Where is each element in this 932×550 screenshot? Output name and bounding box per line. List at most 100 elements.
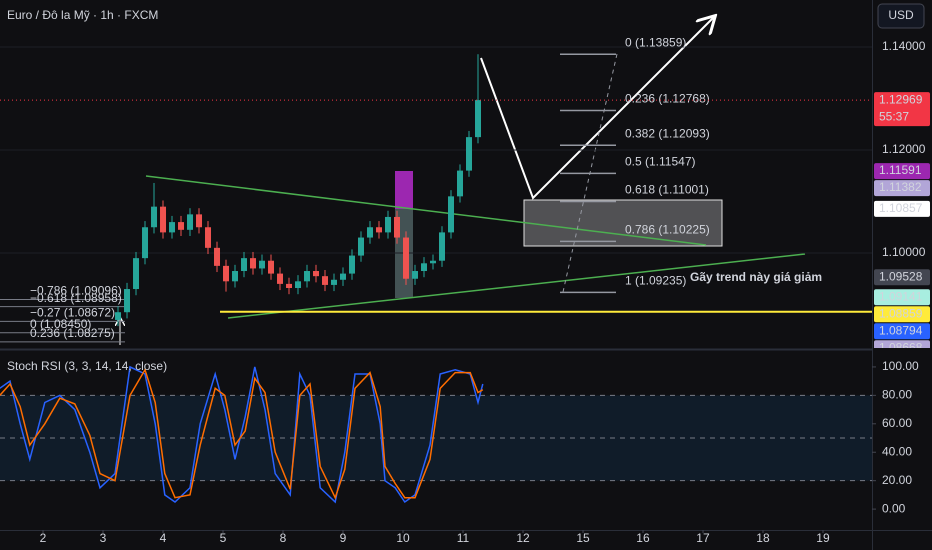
indicator-title: Stoch RSI (3, 3, 14, 14, close) [7, 359, 167, 373]
price-tag-label: 1.09141 [879, 289, 923, 303]
candle-body [394, 216, 401, 238]
y-tick-label: 100.00 [882, 359, 919, 373]
currency[interactable]: USD [888, 8, 914, 22]
x-tick-label: 12 [516, 531, 530, 545]
price-tag [874, 306, 930, 323]
symbol-title: Euro / Đô la Mỹ · 1h · FXCM [7, 8, 158, 22]
price-tag [874, 289, 930, 306]
x-tick-label: 17 [696, 531, 710, 545]
candle-body [331, 279, 338, 285]
fib-label: 0.382 (1.12093) [625, 126, 710, 140]
fib-label: 0 (1.08450) [30, 317, 91, 331]
x-tick-label: 9 [340, 531, 347, 545]
zone-box [523, 199, 723, 247]
candle-body [385, 216, 392, 233]
x-tick-label: 19 [816, 531, 830, 545]
candle-body [286, 283, 293, 289]
x-tick-label: 10 [396, 531, 410, 545]
trend-line [227, 253, 806, 319]
candle-body [187, 214, 194, 230]
x-tick-label: 3 [100, 531, 107, 545]
candle-body [430, 260, 437, 264]
candle-body [250, 258, 257, 269]
y-tick-label: 20.00 [882, 473, 912, 487]
stoch-pane [0, 352, 872, 530]
currency-button[interactable] [877, 3, 925, 29]
candle-body [142, 227, 149, 259]
price-tag [874, 269, 930, 286]
price-tag-label: 1.12969 [879, 92, 923, 106]
price-tag [874, 92, 930, 127]
candle-body [295, 281, 302, 289]
fib-label: 0.786 (1.10225) [625, 223, 710, 237]
y-tick-label: 80.00 [882, 388, 912, 402]
candle-body [322, 276, 329, 285]
candle-body [412, 271, 419, 279]
price-tag-label: 1.10857 [879, 201, 923, 215]
x-tick-label: 16 [636, 531, 650, 545]
price-tag-label: 1.08668 [879, 340, 923, 354]
x-tick-label: 8 [280, 531, 287, 545]
candle-body [124, 289, 131, 313]
candle-body [367, 227, 374, 238]
candle-body [259, 260, 266, 269]
fib-label: 0.236 (1.08275) [30, 326, 115, 340]
fib-label: 0 (1.13859) [625, 35, 686, 49]
price-tag-label: 1.11382 [879, 180, 922, 194]
candle-body [241, 258, 248, 272]
annotation: Gãy trend này giá giảm [690, 270, 822, 284]
fib-label: −0.618 (1.08958) [30, 291, 122, 305]
band-fill [0, 395, 872, 481]
x-tick-label: 15 [576, 531, 590, 545]
candle-body [421, 263, 428, 272]
candle-body [456, 170, 463, 197]
stoch-line [0, 367, 484, 500]
price-tag [874, 163, 930, 180]
candle-body [169, 222, 176, 233]
price-tag-label: 1.08859 [879, 306, 923, 320]
fib-label: 1 (1.09235) [625, 274, 686, 288]
candle-body [115, 312, 122, 320]
candle-body [403, 237, 410, 279]
candle-body [214, 247, 221, 266]
main-pane: 0 (1.13859) 0.236 (1.12768) 0.382 (1.12093… [0, 35, 930, 354]
candle-body [160, 206, 167, 233]
price-tag [874, 340, 930, 348]
price-tag-label: 1.11591 [879, 163, 922, 177]
projection-arrow [480, 17, 714, 200]
price-tag [874, 200, 930, 217]
x-tick-label: 18 [756, 531, 770, 545]
y-tick-label: 60.00 [882, 416, 912, 430]
candle-body [340, 273, 347, 280]
candle-body [474, 100, 481, 138]
fib-label: 0.618 (1.11001) [625, 183, 709, 197]
price-tag [874, 180, 930, 197]
candle-body [133, 258, 140, 290]
x-tick-label: 2 [40, 531, 47, 545]
candle-body [376, 227, 383, 233]
x-tick-label: 4 [160, 531, 167, 545]
fib-label: −0.27 (1.08672) [30, 306, 115, 320]
candle-body [304, 271, 311, 282]
fib-label: 0.236 (1.12768) [625, 92, 710, 106]
x-tick-label: 11 [457, 531, 470, 545]
y-tick-label: 1.12000 [882, 142, 926, 156]
highlight-box [395, 171, 413, 209]
candle-body [232, 271, 239, 282]
y-tick-label: 0.00 [882, 501, 906, 515]
trend-line [145, 175, 707, 246]
y-tick-label: 40.00 [882, 444, 912, 458]
price-tag-label: 1.09528 [879, 269, 923, 283]
y-tick-label: 1.10000 [882, 245, 926, 259]
candle-body [465, 137, 472, 171]
candle-body [447, 196, 454, 233]
fib-label: 0.5 (1.11547) [625, 155, 696, 169]
countdown: 55:37 [879, 109, 909, 123]
candle-body [349, 255, 356, 274]
candle-body [205, 227, 212, 248]
candle-body [438, 232, 445, 261]
candle-body [178, 222, 185, 230]
price-tag-label: 1.08794 [879, 323, 923, 337]
